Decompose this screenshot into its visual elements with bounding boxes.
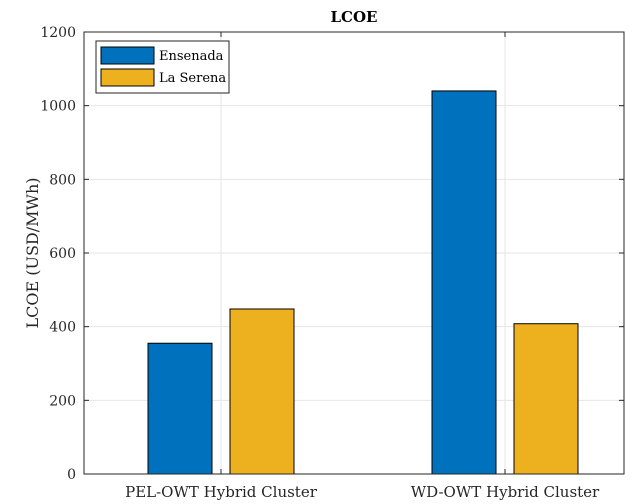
x-category-label: WD-OWT Hybrid Cluster (411, 483, 600, 501)
y-tick-label: 1200 (40, 25, 76, 41)
chart-title: LCOE (331, 8, 378, 26)
y-tick-label: 1000 (40, 99, 76, 115)
bar-la-serena-1 (229, 308, 295, 475)
bar-la-serena-2 (513, 323, 579, 475)
y-tick-label: 200 (49, 393, 76, 409)
y-tick-label: 600 (49, 246, 76, 262)
x-category-label: PEL-OWT Hybrid Cluster (125, 483, 318, 501)
y-tick-label: 400 (49, 320, 76, 336)
axis-ticks: 0 200 400 600 800 1000 1200 PEL-OWT Hybrid Clus… (40, 25, 624, 501)
legend-swatch-ensenada (100, 46, 155, 65)
y-tick-label: 0 (67, 467, 76, 483)
legend-label-la-serena: La Serena (159, 71, 226, 86)
y-axis-title: LCOE (USD/MWh) (23, 177, 42, 328)
legend-label-ensenada: Ensenada (159, 49, 224, 64)
bar-ensenada-2 (431, 90, 497, 475)
bar-ensenada-1 (147, 342, 213, 475)
legend: Ensenada La Serena (95, 40, 230, 94)
legend-swatch-la-serena (100, 68, 155, 87)
y-tick-label: 800 (49, 172, 76, 188)
